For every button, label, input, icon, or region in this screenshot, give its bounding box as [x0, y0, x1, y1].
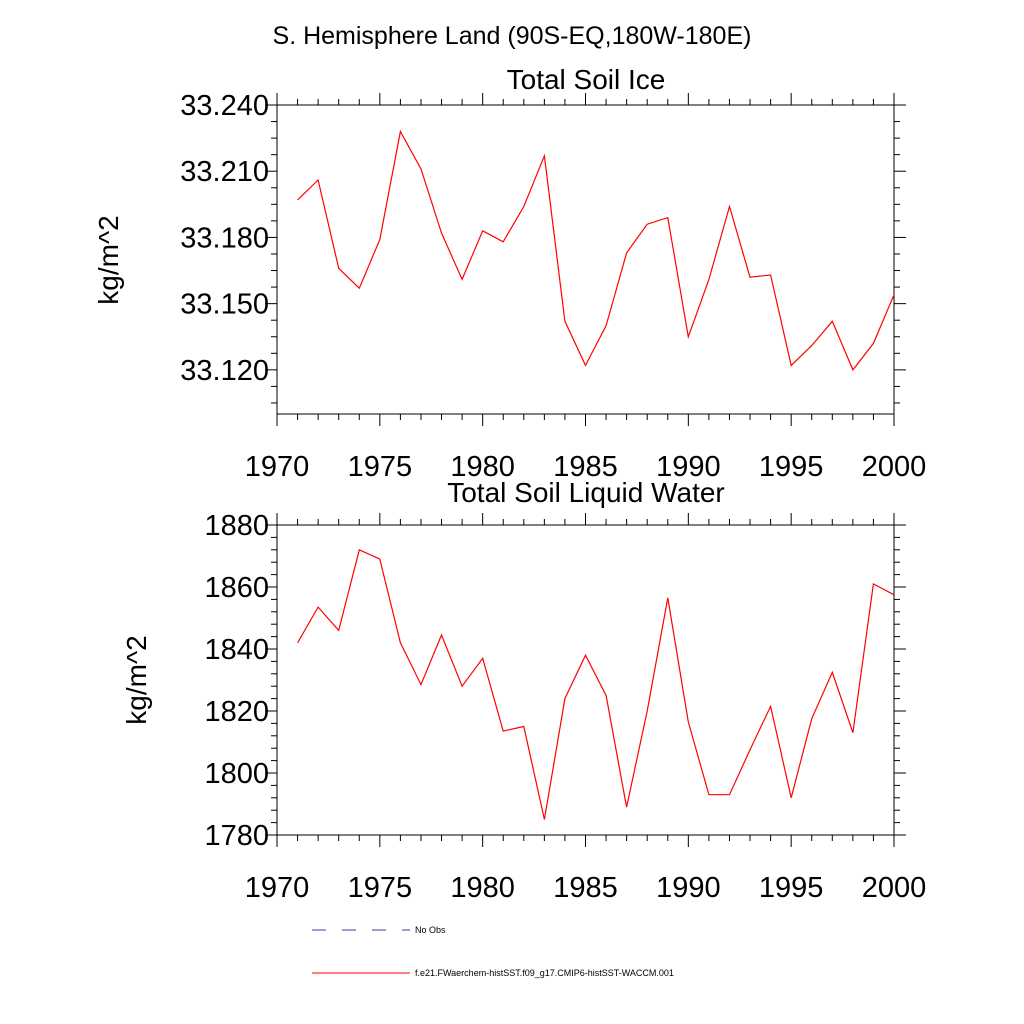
plot-frame [276, 524, 895, 836]
plot-frame [276, 104, 895, 415]
x-tick-label: 1970 [245, 451, 310, 483]
x-tick-label: 1980 [450, 872, 515, 904]
y-tick-label: 1780 [204, 820, 269, 852]
x-tick-label: 1985 [553, 872, 618, 904]
y-axis-label: kg/m^2 [93, 215, 124, 304]
x-tick-label: 1985 [553, 451, 618, 483]
legend-label: f.e21.FWaerchem-histSST.f09_g17.CMIP6-hi… [415, 968, 674, 978]
chart-title: Total Soil Ice [507, 64, 666, 95]
x-tick-label: 2000 [862, 872, 927, 904]
y-tick-label: 33.240 [180, 90, 269, 122]
x-tick-label: 1990 [656, 872, 721, 904]
y-tick-label: 1880 [204, 510, 269, 542]
chart-total-soil-liquid-water: Total Soil Liquid Water kg/m^2 1970 1975 1… [121, 477, 926, 904]
legend-item-no-obs: No Obs [312, 925, 446, 935]
x-tick-label: 1995 [759, 451, 824, 483]
x-tick-label: 1970 [245, 872, 310, 904]
plot-area: 1970 1975 1980 1985 1990 1995 2000 33.120 33.150… [180, 90, 926, 483]
x-tick-label: 2000 [862, 451, 927, 483]
plot-area: 1970 1975 1980 1985 1990 1995 2000 1780 1800 1820… [204, 510, 926, 904]
legend-item-model-run: f.e21.FWaerchem-histSST.f09_g17.CMIP6-hi… [312, 968, 674, 978]
y-tick-label: 1840 [204, 634, 269, 666]
y-tick-label: 33.180 [180, 222, 269, 254]
legend-label: No Obs [415, 925, 446, 935]
x-tick-label: 1975 [348, 451, 413, 483]
chart-title: Total Soil Liquid Water [447, 477, 725, 508]
x-tick-label: 1995 [759, 872, 824, 904]
x-tick-label: 1990 [656, 451, 721, 483]
y-tick-label: 1820 [204, 696, 269, 728]
x-tick-label: 1980 [450, 451, 515, 483]
x-tick-label: 1975 [348, 872, 413, 904]
chart-total-soil-ice: Total Soil Ice kg/m^2 1970 1975 1980 1985 19… [93, 64, 926, 483]
y-tick-label: 33.210 [180, 156, 269, 188]
y-tick-label: 33.150 [180, 289, 269, 321]
y-tick-label: 1800 [204, 758, 269, 790]
y-axis-label: kg/m^2 [121, 635, 152, 724]
y-tick-label: 33.120 [180, 355, 269, 387]
figure-suptitle: S. Hemisphere Land (90S-EQ,180W-180E) [273, 22, 752, 50]
y-tick-label: 1860 [204, 572, 269, 604]
legend: No Obs f.e21.FWaerchem-histSST.f09_g17.C… [312, 925, 674, 978]
series-line [297, 548, 895, 820]
series-line [297, 129, 895, 372]
